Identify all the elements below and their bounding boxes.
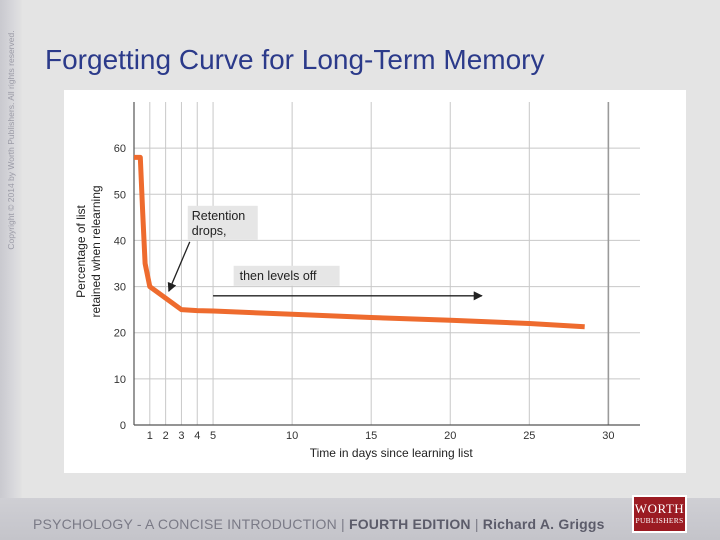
x-tick-label: 4 [194,430,200,442]
footer-separator: | [470,516,483,532]
x-tick-label: 2 [163,430,169,442]
annotation-text: Retention [192,209,246,223]
y-tick-label: 20 [114,328,126,340]
logo-line-1: WORTH [634,501,685,516]
y-tick-label: 50 [114,189,126,201]
x-tick-label: 25 [523,430,535,442]
annotation-arrow [167,241,191,293]
y-axis-title-line-2: retained when relearning [89,185,103,317]
y-tick-label: 10 [114,374,126,386]
x-tick-label: 15 [365,430,377,442]
annotation-box [187,205,258,240]
y-tick-label: 30 [114,282,126,294]
x-tick-label: 20 [444,430,456,442]
y-axis-title-line-1: Percentage of list [74,204,88,297]
slide-title: Forgetting Curve for Long-Term Memory [45,44,545,75]
footer-author: Richard A. Griggs [482,516,605,532]
forgetting-curve-chart: 0 10 20 30 40 50 60 1 2 3 4 5 10 15 20 25 30 Time in days… [74,102,640,460]
x-tick-label: 1 [147,430,153,442]
y-tick-label: 0 [120,420,126,432]
footer-book-title: PSYCHOLOGY - A CONCISE INTRODUCTION [33,516,337,532]
copyright-notice: Copyright © 2014 by Worth Publishers. Al… [6,30,16,250]
x-tick-label: 5 [210,430,216,442]
annotation-box [233,265,340,286]
y-tick-label: 40 [114,235,126,247]
x-axis-title: Time in days since learning list [310,446,474,460]
footer-bar [0,498,720,540]
forgetting-curve-line [134,154,585,330]
annotation-text: then levels off [240,269,317,283]
y-tick-label: 60 [114,143,126,155]
footer-edition: FOURTH EDITION [348,516,471,532]
annotation-text: drops, [192,224,227,238]
x-tick-label: 10 [286,430,298,442]
chart-panel: 0 10 20 30 40 50 60 1 2 3 4 5 10 15 20 25 30 Time in days… [64,90,686,473]
logo-line-2: PUBLISHERS [635,516,684,525]
x-tick-label: 3 [178,430,184,442]
side-band [0,0,22,498]
footer-separator: | [336,516,349,532]
footer-credits: PSYCHOLOGY - A CONCISE INTRODUCTION | FO… [33,516,605,532]
publisher-logo: WORTH PUBLISHERS [632,495,687,533]
x-tick-label: 30 [602,430,614,442]
